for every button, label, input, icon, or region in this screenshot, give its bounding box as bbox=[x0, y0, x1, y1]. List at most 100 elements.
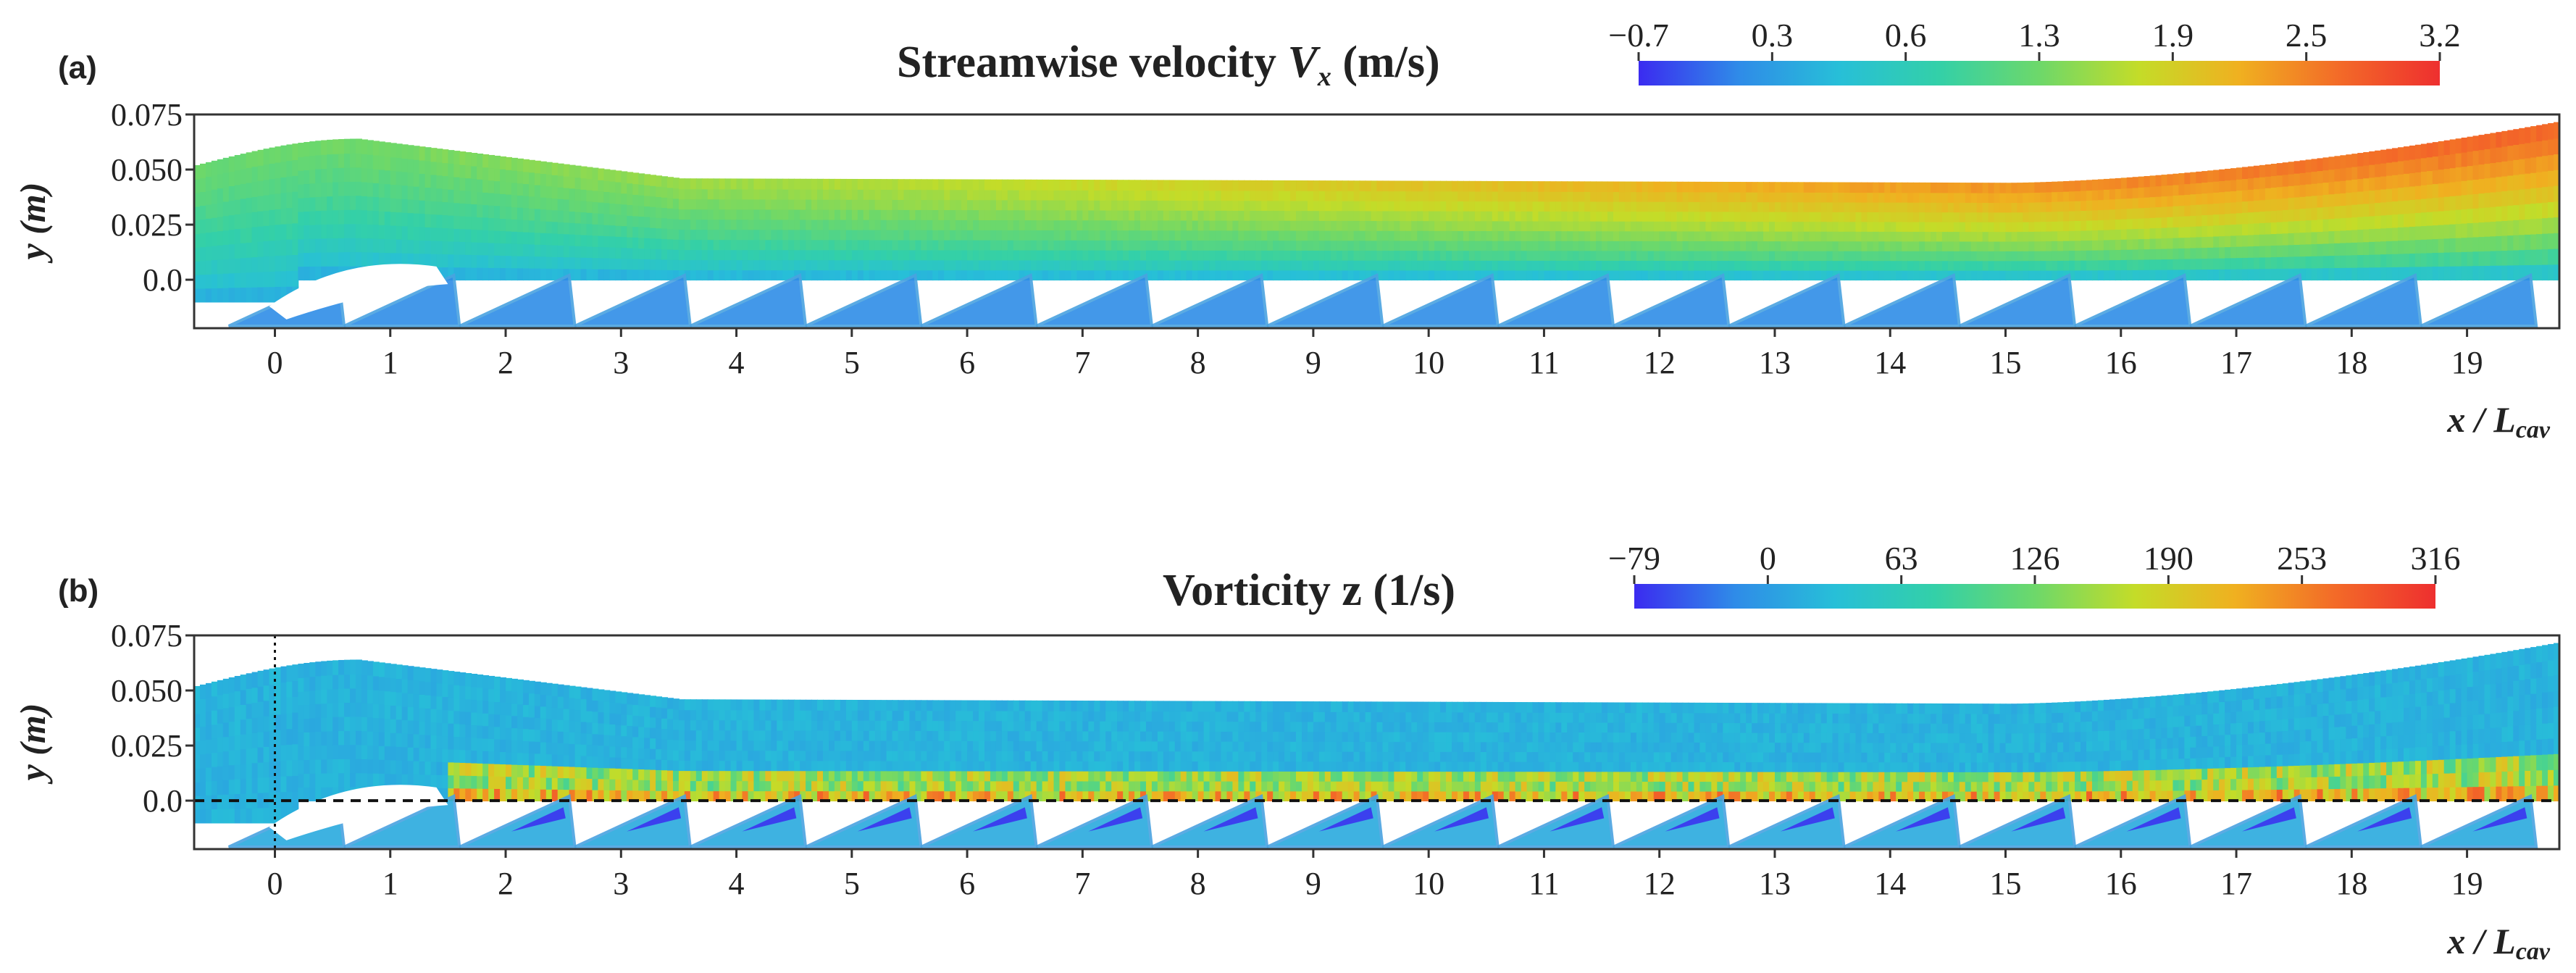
flow-field-cell bbox=[2120, 270, 2128, 281]
flow-field-cell bbox=[1613, 220, 1620, 232]
flow-field-cell bbox=[298, 170, 305, 185]
flow-field-cell bbox=[2392, 174, 2399, 188]
flow-field-cell bbox=[2115, 249, 2122, 261]
flow-field-cell bbox=[817, 270, 824, 281]
flow-field-cell bbox=[1607, 191, 1614, 202]
flow-field-cell bbox=[217, 780, 224, 795]
flow-field-cell bbox=[396, 678, 403, 693]
flow-field-cell bbox=[2144, 238, 2151, 250]
flow-field-cell bbox=[246, 718, 253, 734]
flow-field-cell bbox=[1076, 239, 1084, 251]
flow-field-cell bbox=[1065, 220, 1072, 231]
flow-field-cell bbox=[327, 702, 334, 718]
flow-field-cell bbox=[1221, 200, 1228, 211]
flow-field-cell bbox=[574, 755, 582, 767]
flow-field-cell bbox=[927, 239, 934, 251]
flow-field-cell bbox=[280, 744, 288, 761]
flow-field-cell bbox=[2426, 170, 2433, 185]
flow-field-cell bbox=[2115, 218, 2122, 230]
flow-field-cell bbox=[384, 663, 391, 678]
flow-field-cell bbox=[1273, 249, 1280, 261]
flow-field-cell bbox=[1694, 260, 1701, 271]
flow-field-cell bbox=[1221, 190, 1228, 201]
flow-field-cell bbox=[500, 764, 507, 777]
flow-field-cell bbox=[1573, 201, 1580, 212]
x-tick-label: 17 bbox=[2220, 345, 2252, 380]
flow-field-cell bbox=[1596, 230, 1603, 241]
flow-field-cell bbox=[921, 199, 928, 210]
flow-field-cell bbox=[742, 239, 749, 251]
flow-field-cell bbox=[199, 260, 206, 275]
flow-field-cell bbox=[2334, 180, 2341, 194]
flow-field-cell bbox=[2322, 157, 2330, 171]
flow-field-cell bbox=[338, 209, 346, 225]
flow-field-cell bbox=[1192, 180, 1199, 191]
flow-field-cell bbox=[1723, 260, 1730, 271]
flow-field-cell bbox=[540, 173, 547, 186]
flow-field-cell bbox=[1567, 211, 1574, 222]
flow-field-cell bbox=[2455, 167, 2462, 182]
flow-field-cell bbox=[1417, 259, 1424, 271]
flow-field-cell bbox=[944, 219, 951, 230]
flow-field-cell bbox=[638, 226, 645, 238]
flow-field-cell bbox=[1815, 182, 1822, 193]
flow-field-cell bbox=[961, 259, 969, 271]
flow-field-cell bbox=[2097, 239, 2104, 251]
flow-field-cell bbox=[2109, 178, 2116, 190]
flow-field-cell bbox=[355, 716, 362, 731]
flow-field-cell bbox=[1318, 190, 1326, 201]
axes-frame-a bbox=[193, 113, 2561, 330]
flow-field-cell bbox=[1757, 201, 1765, 212]
flow-field-cell bbox=[327, 675, 334, 690]
flow-field-cell bbox=[1791, 221, 1799, 232]
flow-field-cell bbox=[482, 267, 490, 281]
flow-field-cell bbox=[1301, 190, 1308, 201]
flow-field-cell bbox=[695, 270, 703, 281]
x-tick-label: 14 bbox=[1874, 345, 1906, 380]
flow-field-cell bbox=[517, 703, 524, 717]
flow-field-cell bbox=[275, 146, 282, 163]
flow-field-cell bbox=[1197, 220, 1205, 231]
flow-field-cell bbox=[234, 287, 241, 303]
flow-field-cell bbox=[1682, 211, 1689, 222]
flow-field-cell bbox=[298, 252, 305, 267]
flow-field-cell bbox=[1168, 249, 1176, 261]
flow-field-cell bbox=[955, 189, 963, 201]
flow-field-cell bbox=[1024, 249, 1032, 261]
flow-field-cell bbox=[2086, 259, 2093, 271]
flow-field-cell bbox=[627, 214, 634, 227]
flow-field-cell bbox=[742, 209, 749, 220]
flow-field-cell bbox=[263, 715, 270, 732]
flow-field-cell bbox=[1555, 250, 1563, 261]
flow-field-cell bbox=[903, 270, 911, 281]
flow-field-cell bbox=[2236, 235, 2243, 247]
flow-field-cell bbox=[1947, 241, 1954, 251]
flow-field-cell bbox=[1492, 201, 1499, 212]
flow-field-cell bbox=[292, 270, 299, 287]
flow-field-cell bbox=[563, 766, 570, 779]
flow-field-cell bbox=[811, 270, 819, 281]
flow-field-cell bbox=[471, 750, 478, 764]
flow-field-cell bbox=[1157, 220, 1164, 231]
flow-field-cell bbox=[2311, 171, 2318, 184]
flow-field-cell bbox=[465, 216, 472, 230]
flow-field-cell bbox=[2161, 269, 2168, 281]
flow-field-cell bbox=[234, 154, 241, 171]
flow-field-cell bbox=[1446, 270, 1453, 281]
flow-field-cell bbox=[2375, 214, 2382, 229]
flow-field-cell bbox=[903, 189, 911, 201]
flow-field-cell bbox=[545, 730, 553, 743]
flow-field-cell bbox=[292, 159, 299, 176]
flow-field-cell bbox=[442, 761, 449, 776]
flow-field-cell bbox=[574, 256, 582, 270]
flow-field-cell bbox=[2490, 264, 2497, 281]
flow-field-cell bbox=[806, 249, 813, 261]
flow-field-cell bbox=[1313, 190, 1320, 201]
flow-field-cell bbox=[1111, 270, 1118, 281]
flow-field-cell bbox=[1250, 180, 1257, 191]
flow-field-cell bbox=[1642, 191, 1649, 202]
flow-field-cell bbox=[1388, 240, 1395, 251]
flow-field-cell bbox=[1676, 230, 1684, 241]
flow-field-cell bbox=[199, 684, 206, 699]
flow-field-cell bbox=[851, 188, 858, 200]
